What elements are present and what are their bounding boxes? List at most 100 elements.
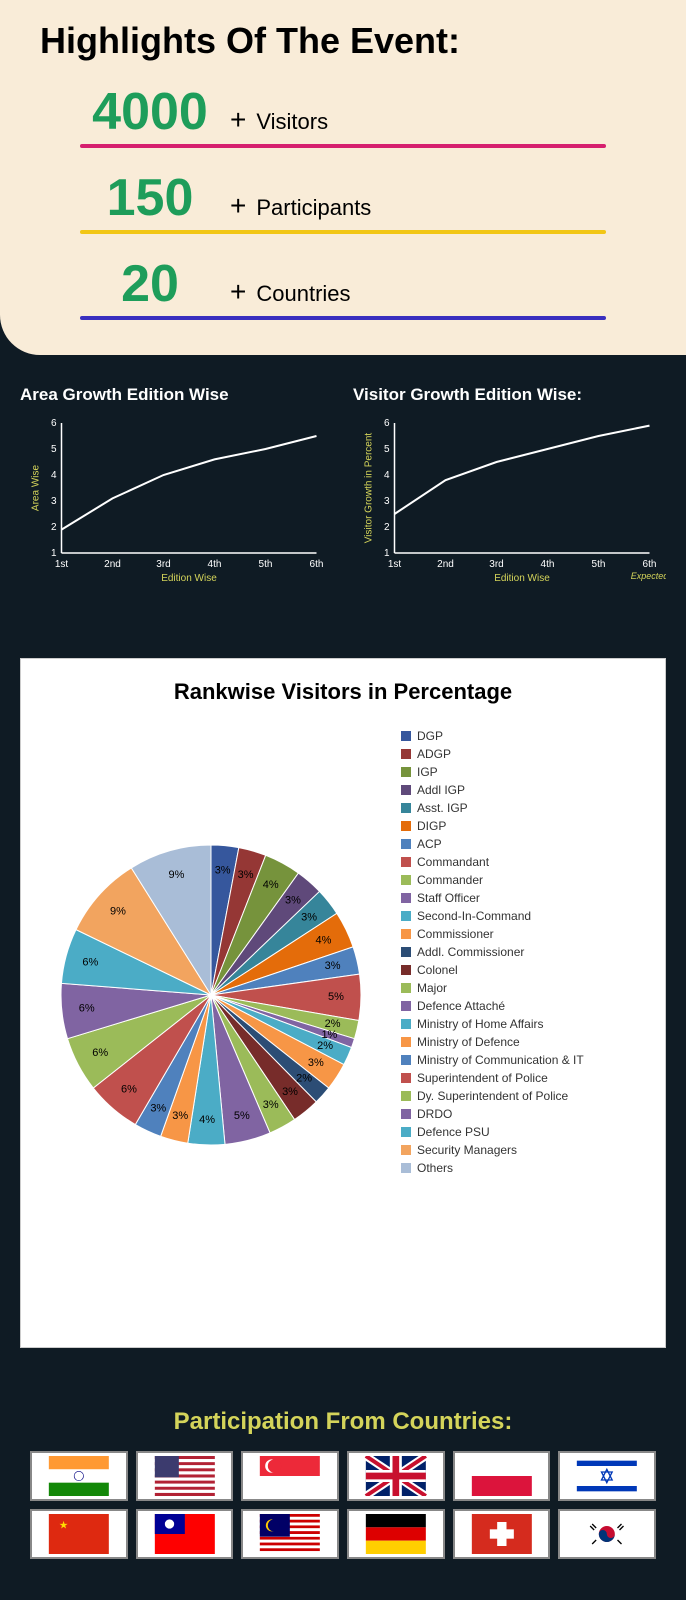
- flags-grid: ★: [30, 1451, 656, 1559]
- svg-text:6%: 6%: [79, 1003, 95, 1015]
- legend-swatch: [401, 983, 411, 993]
- legend-item: Ministry of Communication & IT: [401, 1053, 645, 1067]
- svg-text:3%: 3%: [172, 1110, 188, 1122]
- legend-swatch: [401, 1109, 411, 1119]
- svg-text:4th: 4th: [208, 559, 222, 570]
- legend-item: Security Managers: [401, 1143, 645, 1157]
- legend-label: Ministry of Home Affairs: [417, 1017, 543, 1031]
- legend-swatch: [401, 947, 411, 957]
- legend-item: Dy. Superintendent of Police: [401, 1089, 645, 1103]
- legend-label: Addl IGP: [417, 783, 465, 797]
- flag-malaysia: [241, 1509, 339, 1559]
- svg-text:6: 6: [384, 418, 390, 429]
- countries-title: Participation From Countries:: [30, 1408, 656, 1436]
- legend-label: Superintendent of Police: [417, 1071, 548, 1085]
- plus-icon: +: [230, 104, 246, 135]
- svg-text:3%: 3%: [282, 1086, 298, 1098]
- legend-swatch: [401, 749, 411, 759]
- legend-item: Commander: [401, 873, 645, 887]
- svg-text:5: 5: [51, 444, 57, 455]
- svg-text:3%: 3%: [263, 1099, 279, 1111]
- svg-text:Area Wise: Area Wise: [31, 465, 42, 512]
- legend-swatch: [401, 965, 411, 975]
- legend-label: DIGP: [417, 819, 446, 833]
- svg-text:2%: 2%: [317, 1040, 333, 1052]
- stat-row: 4000+Visitors: [80, 82, 606, 153]
- svg-text:4%: 4%: [316, 935, 332, 947]
- svg-text:6%: 6%: [92, 1047, 108, 1059]
- chart-title: Area Growth Edition Wise: [20, 385, 333, 405]
- legend-item: Second-In-Command: [401, 909, 645, 923]
- legend-label: Commander: [417, 873, 483, 887]
- legend-label: Ministry of Defence: [417, 1035, 520, 1049]
- legend-label: Others: [417, 1161, 453, 1175]
- legend-label: Commandant: [417, 855, 489, 869]
- svg-text:3: 3: [51, 496, 57, 507]
- legend-swatch: [401, 803, 411, 813]
- pie-chart: 3%3%4%3%3%4%3%5%2%1%2%3%2%3%3%5%4%3%3%6%…: [41, 725, 381, 1170]
- flag-china: ★: [30, 1509, 128, 1559]
- chart-title: Visitor Growth Edition Wise:: [353, 385, 666, 405]
- legend-swatch: [401, 1091, 411, 1101]
- legend-swatch: [401, 857, 411, 867]
- legend-swatch: [401, 1001, 411, 1011]
- legend-swatch: [401, 911, 411, 921]
- legend-label: ACP: [417, 837, 442, 851]
- legend-item: Commandant: [401, 855, 645, 869]
- svg-text:4: 4: [51, 470, 57, 481]
- legend-swatch: [401, 893, 411, 903]
- svg-text:2nd: 2nd: [437, 559, 454, 570]
- flag-israel: [558, 1451, 656, 1501]
- legend-swatch: [401, 875, 411, 885]
- legend-item: DGP: [401, 729, 645, 743]
- legend-label: Second-In-Command: [417, 909, 531, 923]
- legend-swatch: [401, 1037, 411, 1047]
- stat-row: 150+Participants: [80, 168, 606, 239]
- svg-text:3rd: 3rd: [489, 559, 503, 570]
- pie-legend: DGP ADGP IGP Addl IGP Asst. IGP DIGP ACP Comman…: [381, 725, 645, 1179]
- legend-label: Ministry of Communication & IT: [417, 1053, 584, 1067]
- svg-text:2nd: 2nd: [104, 559, 121, 570]
- svg-text:6%: 6%: [82, 956, 98, 968]
- svg-text:4: 4: [384, 470, 390, 481]
- plus-icon: +: [230, 276, 246, 307]
- svg-text:3%: 3%: [308, 1057, 324, 1069]
- svg-text:1st: 1st: [388, 559, 402, 570]
- legend-item: Asst. IGP: [401, 801, 645, 815]
- pie-title: Rankwise Visitors in Percentage: [41, 679, 645, 705]
- legend-label: DGP: [417, 729, 443, 743]
- legend-label: Staff Officer: [417, 891, 480, 905]
- svg-text:1st: 1st: [55, 559, 69, 570]
- legend-label: Commissioner: [417, 927, 494, 941]
- legend-swatch: [401, 839, 411, 849]
- legend-item: Others: [401, 1161, 645, 1175]
- stat-number: 4000: [80, 82, 220, 142]
- flag-india: [30, 1451, 128, 1501]
- svg-text:4th: 4th: [541, 559, 555, 570]
- legend-item: Defence PSU: [401, 1125, 645, 1139]
- svg-text:3%: 3%: [301, 911, 317, 923]
- legend-swatch: [401, 929, 411, 939]
- legend-swatch: [401, 1019, 411, 1029]
- legend-label: Security Managers: [417, 1143, 517, 1157]
- svg-text:5: 5: [384, 444, 390, 455]
- highlights-title: Highlights Of The Event:: [40, 20, 646, 62]
- svg-text:3%: 3%: [238, 869, 254, 881]
- flag-poland: [453, 1451, 551, 1501]
- svg-text:2%: 2%: [325, 1018, 341, 1030]
- svg-text:2%: 2%: [296, 1072, 312, 1084]
- legend-label: Defence PSU: [417, 1125, 490, 1139]
- flag-taiwan: [136, 1509, 234, 1559]
- highlights-panel: Highlights Of The Event: 4000+Visitors15…: [0, 0, 686, 355]
- flag-singapore: [241, 1451, 339, 1501]
- stat-label: Countries: [256, 281, 350, 306]
- line-charts-row: Area Growth Edition Wise 1234561st2nd3rd…: [0, 355, 686, 618]
- legend-swatch: [401, 785, 411, 795]
- legend-item: Colonel: [401, 963, 645, 977]
- legend-item: Defence Attaché: [401, 999, 645, 1013]
- legend-item: ADGP: [401, 747, 645, 761]
- stat-label: Participants: [256, 195, 371, 220]
- legend-item: Ministry of Defence: [401, 1035, 645, 1049]
- legend-item: IGP: [401, 765, 645, 779]
- svg-text:3: 3: [384, 496, 390, 507]
